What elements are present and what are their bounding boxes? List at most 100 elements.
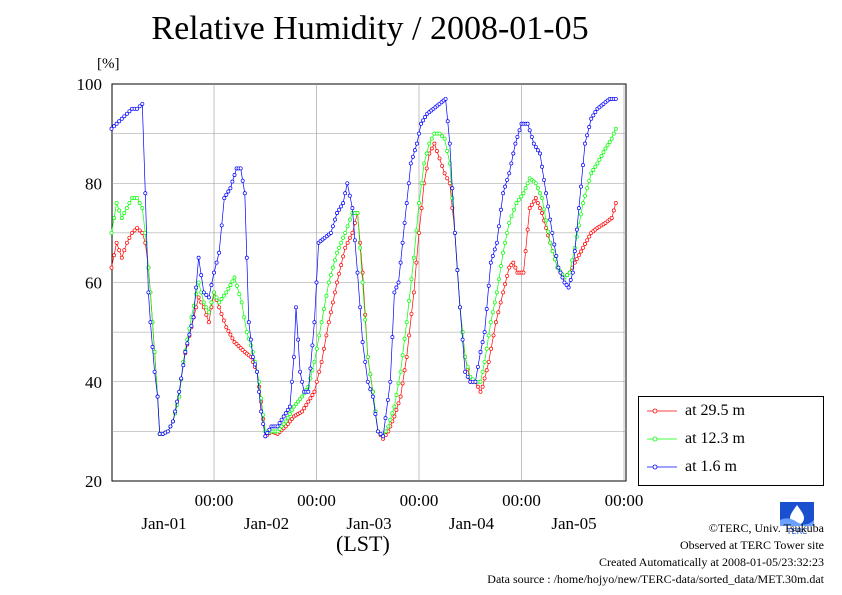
data-point	[482, 330, 487, 335]
data-point	[206, 295, 211, 300]
data-point	[259, 409, 264, 414]
data-point	[319, 359, 324, 364]
data-point	[538, 191, 542, 196]
data-point	[191, 315, 196, 320]
data-point	[525, 121, 530, 126]
data-point	[548, 217, 553, 222]
data-point	[568, 278, 573, 282]
data-point	[204, 312, 209, 317]
data-point	[355, 211, 360, 215]
data-point	[201, 290, 206, 295]
data-point	[363, 317, 368, 322]
data-point	[480, 340, 485, 345]
data-point	[493, 320, 498, 325]
data-point	[417, 201, 421, 206]
data-point	[224, 290, 229, 295]
data-point	[173, 409, 178, 414]
data-point	[219, 311, 224, 316]
data-point	[277, 421, 282, 426]
data-point	[538, 206, 542, 211]
data-point	[505, 177, 510, 182]
data-point	[533, 144, 538, 149]
data-point	[417, 131, 421, 136]
data-point	[300, 409, 305, 414]
data-point	[298, 369, 303, 374]
data-point	[248, 337, 253, 342]
data-point	[132, 228, 137, 233]
legend-label-1-6m: at 1.6 m	[685, 458, 737, 475]
data-point	[294, 402, 298, 407]
data-point	[250, 354, 255, 359]
data-point	[341, 235, 346, 240]
data-point	[381, 434, 386, 439]
data-point	[217, 305, 222, 310]
data-point	[398, 394, 403, 399]
data-point	[581, 245, 585, 250]
data-point	[531, 141, 536, 146]
data-point	[560, 275, 565, 280]
data-point	[490, 310, 495, 315]
data-point	[535, 148, 540, 153]
legend-swatch-12-3m	[647, 436, 677, 442]
data-point	[591, 113, 596, 118]
data-point	[513, 265, 518, 270]
data-point	[219, 297, 224, 301]
data-point	[589, 171, 594, 176]
data-point	[605, 143, 610, 148]
data-point	[333, 217, 337, 222]
data-point	[137, 104, 142, 109]
y-tick-label: 80	[85, 174, 102, 193]
data-point	[521, 270, 526, 275]
data-point	[445, 119, 450, 124]
data-point	[544, 218, 549, 223]
data-point	[317, 333, 322, 338]
data-point	[322, 346, 326, 351]
data-point	[194, 285, 199, 290]
data-point	[117, 248, 122, 253]
x-tick-date: Jan-03	[346, 514, 391, 533]
data-point	[501, 250, 506, 255]
data-point	[450, 196, 455, 201]
data-point	[429, 146, 434, 151]
data-point	[579, 212, 583, 217]
data-point	[335, 280, 339, 285]
data-point	[423, 115, 428, 120]
data-point	[112, 124, 117, 129]
data-point	[386, 424, 391, 429]
data-point	[114, 121, 119, 126]
data-point	[226, 328, 231, 333]
data-point	[171, 419, 175, 424]
data-point	[463, 369, 468, 374]
footer-copyright: ©TERC, Univ. Tsukuba	[708, 521, 824, 535]
data-point	[496, 277, 501, 282]
data-point	[224, 192, 229, 197]
data-point	[437, 156, 442, 161]
data-point	[414, 228, 419, 233]
data-point	[550, 230, 555, 235]
data-point	[312, 389, 317, 394]
data-point	[337, 207, 342, 212]
data-point	[348, 217, 352, 222]
data-point	[587, 178, 592, 183]
logo-text: TERC	[786, 527, 808, 536]
data-point	[424, 151, 429, 156]
data-point	[535, 186, 540, 191]
data-point	[460, 337, 465, 342]
data-point	[489, 346, 494, 351]
data-point	[533, 181, 538, 186]
data-point	[226, 189, 231, 194]
data-point	[237, 292, 242, 297]
data-point	[204, 292, 209, 297]
data-point	[505, 230, 510, 235]
data-point	[335, 250, 339, 255]
data-point	[507, 220, 512, 225]
data-point	[291, 404, 296, 409]
data-point	[478, 350, 483, 354]
data-point	[442, 136, 447, 141]
data-point	[257, 389, 262, 394]
data-point	[581, 201, 585, 206]
legend-label-12-3m: at 12.3 m	[685, 430, 745, 447]
data-point	[613, 126, 618, 131]
data-point	[291, 354, 296, 359]
data-point	[523, 249, 528, 254]
